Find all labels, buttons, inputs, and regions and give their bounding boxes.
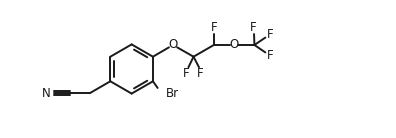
- Text: F: F: [197, 67, 204, 80]
- Text: F: F: [250, 21, 257, 34]
- Text: N: N: [42, 87, 50, 99]
- Text: F: F: [267, 49, 273, 62]
- Text: O: O: [169, 39, 178, 51]
- Text: O: O: [230, 39, 239, 51]
- Text: F: F: [267, 28, 273, 41]
- Text: Br: Br: [166, 87, 179, 100]
- Text: F: F: [211, 21, 217, 34]
- Text: F: F: [183, 67, 189, 80]
